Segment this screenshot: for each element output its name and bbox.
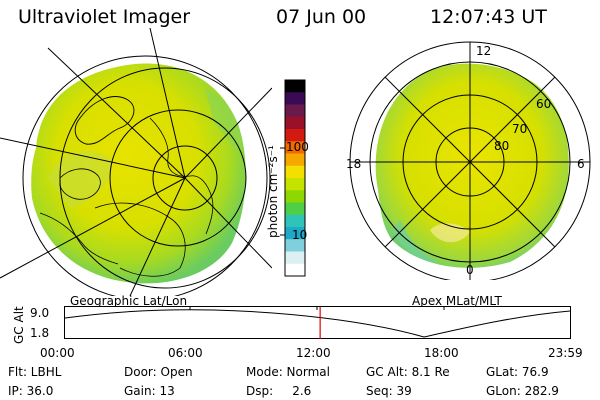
colorbar-stripe (285, 80, 305, 93)
colorbar-stripe (285, 165, 305, 179)
lat-label-80: 80 (494, 139, 510, 153)
colorbar-stripe (285, 141, 305, 154)
colorbar (280, 79, 306, 277)
colorbar-stripe (285, 116, 305, 130)
status-door: Door: Open (124, 365, 193, 379)
colorbar-tick-10: 10 (292, 228, 308, 242)
x-tick-0000: 00:00 (40, 346, 75, 360)
emission-region (31, 63, 246, 284)
geographic-caption: Geographic Lat/Lon (70, 294, 188, 308)
apex-polar-plot (349, 41, 591, 280)
colorbar-stripe (285, 104, 305, 118)
geographic-map (0, 28, 272, 296)
status-gcalt: GC Alt: 8.1 Re (366, 365, 450, 379)
status-glon: GLon: 282.9 (486, 384, 559, 398)
status-seq: Seq: 39 (366, 384, 412, 398)
time-label: 12:07:43 UT (430, 6, 547, 28)
mlt-label-0: 0 (466, 263, 474, 277)
colorbar-stripe (285, 263, 305, 277)
altitude-y-tick-max: 9.0 (30, 306, 50, 320)
status-flt: Flt: LBHL (8, 365, 62, 379)
instrument-title: Ultraviolet Imager (18, 6, 191, 28)
coastline (94, 202, 186, 277)
status-ip: IP: 36.0 (8, 384, 54, 398)
mlt-label-18: 18 (346, 157, 362, 171)
x-tick-1800: 18:00 (424, 346, 459, 360)
auroral-oval (375, 63, 569, 268)
colorbar-stripe (285, 153, 305, 167)
status-gain: Gain: 13 (124, 384, 175, 398)
colorbar-stripe (285, 92, 305, 105)
lat-label-60: 60 (536, 97, 552, 111)
mlt-label-6: 6 (577, 157, 585, 171)
status-glat: GLat: 76.9 (486, 365, 549, 379)
altitude-plot (64, 306, 571, 339)
colorbar-stripe (285, 202, 305, 216)
apex-caption: Apex MLat/MLT (412, 294, 502, 308)
colorbar-stripe (285, 227, 305, 240)
status-dsp: Dsp: 2.6 (246, 384, 312, 398)
colorbar-stripe (285, 129, 305, 142)
altitude-y-label: GC Alt (12, 306, 26, 344)
colorbar-stripe (285, 251, 305, 265)
altitude-y-tick-min: 1.8 (30, 326, 50, 340)
colorbar-tick-100: 100 (286, 140, 309, 154)
colorbar-stripe (285, 214, 305, 228)
altitude-curve (64, 309, 571, 338)
date-label: 07 Jun 00 (276, 6, 367, 28)
greenland-coast (74, 96, 135, 145)
status-mode: Mode: Normal (246, 365, 330, 379)
mlt-label-12: 12 (476, 44, 492, 58)
colorbar-stripe (285, 178, 305, 191)
colorbar-stripe (285, 190, 305, 203)
colorbar-unit-label: photon cm⁻²s⁻¹ (266, 145, 280, 238)
x-tick-1200: 12:00 (296, 346, 331, 360)
lat-label-70: 70 (512, 122, 528, 136)
colorbar-stripe (285, 239, 305, 252)
x-tick-2359: 23:59 (548, 346, 583, 360)
x-tick-0600: 06:00 (168, 346, 203, 360)
